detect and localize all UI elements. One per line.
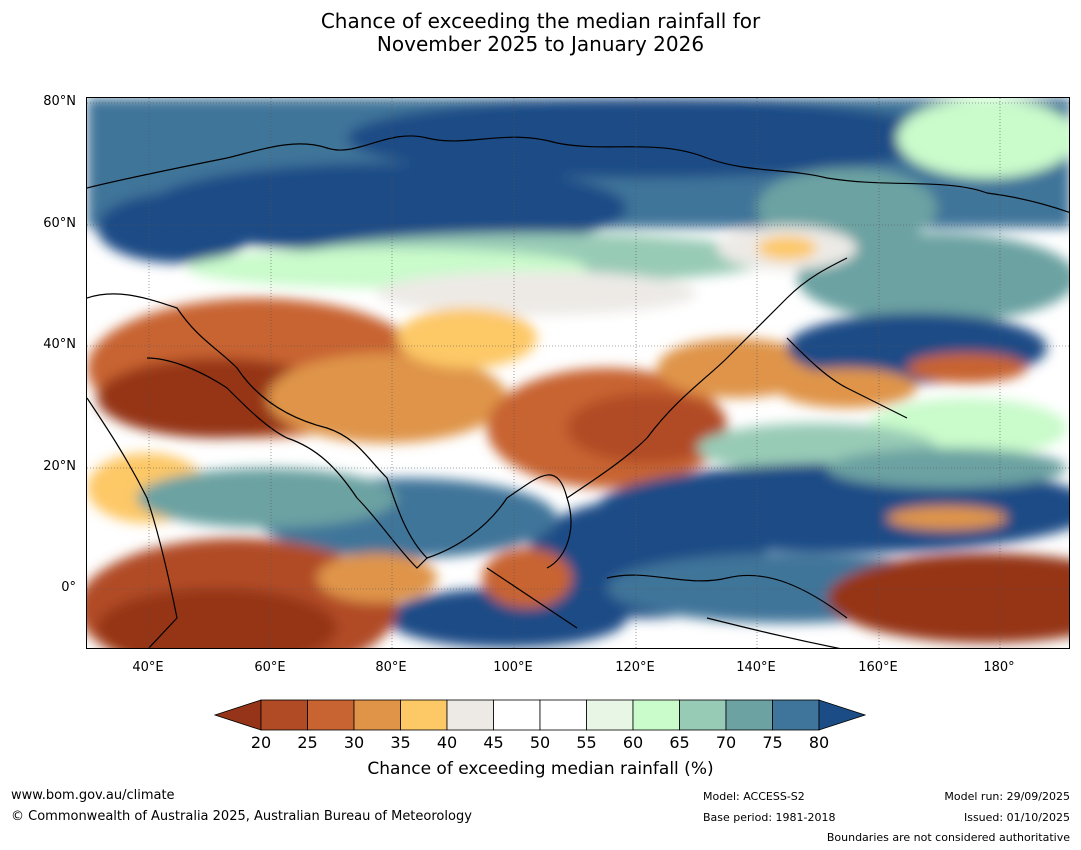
colorbar-cell — [493, 699, 541, 731]
lat-label-80n: 80°N — [43, 94, 76, 109]
website-link[interactable]: www.bom.gov.au/climate — [11, 788, 175, 803]
colorbar-title: Chance of exceeding median rainfall (%) — [367, 759, 714, 779]
lon-label-120e: 120°E — [615, 660, 655, 675]
coastlines — [87, 135, 1069, 648]
rainfall-field — [87, 98, 1069, 648]
colorbar-tick-label: 45 — [483, 733, 504, 752]
lon-label-60e: 60°E — [254, 660, 286, 675]
colorbar-tick-label: 30 — [343, 733, 365, 752]
colorbar-extend-low — [214, 699, 262, 731]
graticule — [87, 98, 1069, 648]
colorbar-cell — [539, 699, 587, 731]
colorbar-cell — [260, 699, 308, 731]
colorbar-tick-label: 40 — [436, 733, 458, 752]
lon-label-40e: 40°E — [132, 660, 164, 675]
colorbar-cell — [307, 699, 355, 731]
colorbar-tick-label: 80 — [808, 733, 830, 752]
lon-label-80e: 80°E — [375, 660, 407, 675]
colorbar-extend-high — [818, 699, 866, 731]
title-line-1: Chance of exceeding the median rainfall … — [320, 9, 761, 33]
colorbar-tick-label: 25 — [297, 733, 318, 752]
colorbar-cell — [586, 699, 634, 731]
lon-label-180: 180° — [983, 660, 1015, 675]
colorbar-tick-label: 20 — [250, 733, 272, 752]
lat-label-0: 0° — [61, 580, 76, 595]
model-text: Model: ACCESS-S2 — [703, 790, 805, 803]
chart-title: Chance of exceeding the median rainfall … — [0, 10, 1081, 56]
issued-text: Issued: 01/10/2025 — [963, 811, 1070, 824]
colorbar-tick-label: 50 — [529, 733, 551, 752]
lon-label-100e: 100°E — [493, 660, 533, 675]
colorbar-cell — [772, 699, 820, 731]
colorbar-tick-label: 60 — [622, 733, 644, 752]
map-canvas — [87, 98, 1069, 648]
rainfall-probability-map — [86, 97, 1070, 649]
colorbar-cell — [400, 699, 448, 731]
colorbar-tick-label: 55 — [576, 733, 597, 752]
lon-label-140e: 140°E — [736, 660, 776, 675]
base-period-text: Base period: 1981-2018 — [703, 811, 836, 824]
disclaimer-text: Boundaries are not considered authoritat… — [826, 831, 1070, 844]
lon-label-160e: 160°E — [858, 660, 898, 675]
model-run-text: Model run: 29/09/2025 — [944, 790, 1070, 803]
colorbar-tick-label: 70 — [715, 733, 737, 752]
colorbar-cell — [353, 699, 401, 731]
colorbar-cell — [679, 699, 727, 731]
copyright-text: © Commonwealth of Australia 2025, Austra… — [11, 809, 472, 824]
lat-label-20n: 20°N — [43, 459, 76, 474]
colorbar-cell — [632, 699, 680, 731]
colorbar-tick-label: 35 — [390, 733, 411, 752]
lat-label-40n: 40°N — [43, 337, 76, 352]
colorbar-tick-label: 75 — [762, 733, 783, 752]
colorbar-cell — [446, 699, 494, 731]
colorbar — [214, 699, 866, 731]
colorbar-cell — [725, 699, 773, 731]
colorbar-tick-label: 65 — [669, 733, 690, 752]
lat-label-60n: 60°N — [43, 216, 76, 231]
title-line-2: November 2025 to January 2026 — [376, 32, 705, 56]
